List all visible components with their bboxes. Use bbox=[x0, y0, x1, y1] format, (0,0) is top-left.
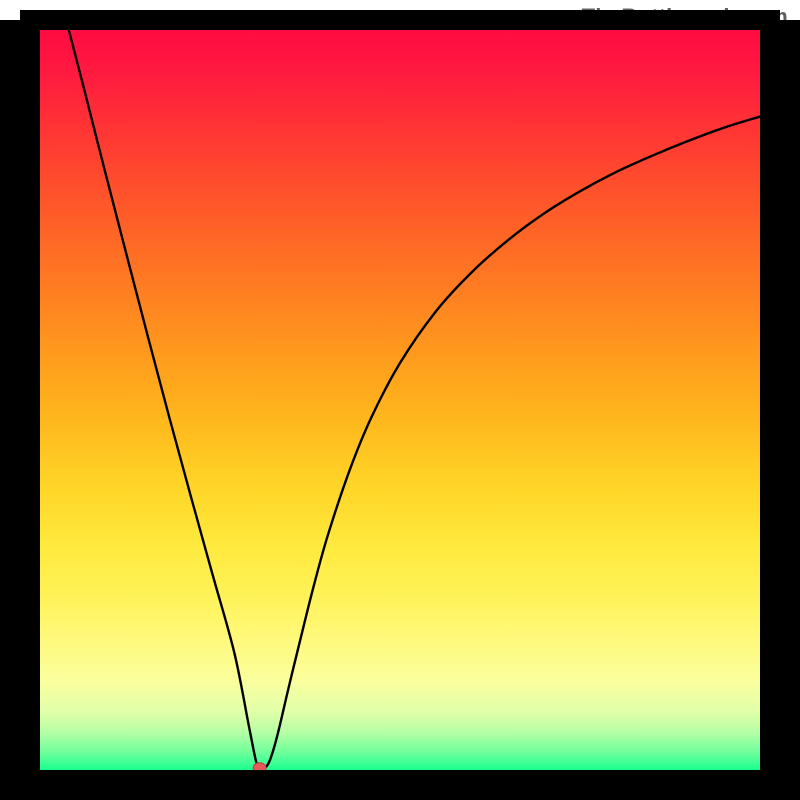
frame-bottom-fill bbox=[0, 780, 800, 800]
bottleneck-chart bbox=[0, 0, 800, 800]
frame-right-fill bbox=[770, 20, 800, 800]
gradient-background bbox=[40, 30, 760, 770]
chart-root: TheBottleneck.com bbox=[0, 0, 800, 800]
frame-left-fill bbox=[0, 20, 30, 800]
